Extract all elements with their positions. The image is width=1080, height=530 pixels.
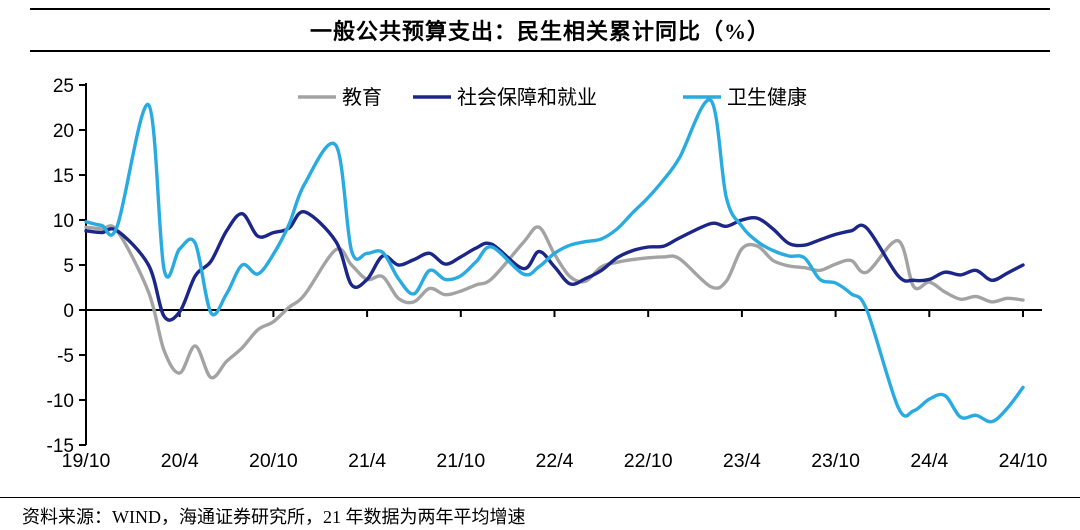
- series-line-1: [84, 210, 1025, 322]
- source-note: 资料来源：WIND，海通证券研究所，21 年数据为两年平均增速: [22, 507, 526, 527]
- x-tick-label: 23/10: [811, 450, 860, 472]
- y-tick-label: 15: [53, 166, 74, 187]
- y-tick-label: -10: [47, 391, 74, 412]
- x-tick-label: 22/10: [624, 450, 673, 472]
- series-line-0: [84, 224, 1025, 380]
- y-tick-label: 25: [53, 76, 74, 97]
- y-tick-label: 10: [53, 211, 74, 232]
- legend-label-0: 教育: [342, 86, 382, 109]
- chart-title: 一般公共预算支出：民生相关累计同比（%）: [309, 19, 770, 44]
- series-lines: [84, 98, 1025, 424]
- x-tick-label: 20/4: [161, 450, 199, 472]
- chart-legend: 教育 社会保障和就业 卫生健康: [298, 86, 807, 109]
- x-tick-label: 23/4: [723, 450, 761, 472]
- x-tick-label: 24/4: [910, 450, 948, 472]
- x-tick-label: 22/4: [536, 450, 574, 472]
- x-tick-label: 21/10: [436, 450, 485, 472]
- y-tick-label: 0: [63, 301, 74, 322]
- footer-divider: [0, 497, 1080, 498]
- chart-title-box: 一般公共预算支出：民生相关累计同比（%）: [30, 8, 1050, 52]
- x-tick-label: 20/10: [249, 450, 298, 472]
- series-line-2: [84, 98, 1025, 424]
- legend-label-2: 卫生健康: [727, 86, 807, 109]
- y-tick-label: -5: [57, 346, 74, 367]
- y-tick-label: -15: [47, 436, 74, 457]
- y-tick-label: 20: [53, 121, 74, 142]
- y-tick-label: 5: [63, 256, 74, 277]
- legend-label-1: 社会保障和就业: [457, 86, 597, 109]
- x-tick-label: 21/4: [348, 450, 386, 472]
- x-tick-label: 24/10: [999, 450, 1048, 472]
- x-tick-label: 19/10: [62, 450, 111, 472]
